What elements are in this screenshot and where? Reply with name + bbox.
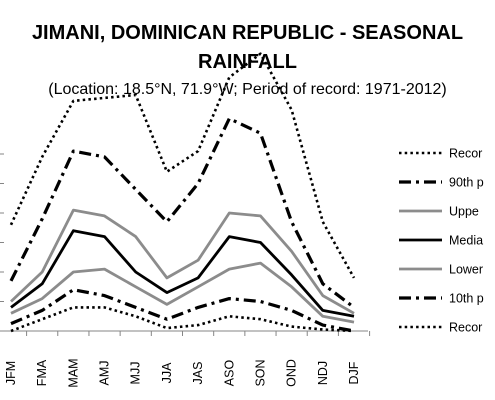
chart-subtitle: (Location: 18.5°N, 71.9°W; Period of rec… (48, 81, 447, 98)
legend-label: Lower (449, 263, 483, 277)
series-line-6 (10, 288, 355, 333)
x-tick-label: MJJ (129, 362, 143, 385)
series-line-1 (9, 52, 356, 279)
x-tick-label: OND (285, 359, 299, 387)
x-tick-label: FMA (35, 359, 49, 386)
legend-label: 90th p (449, 176, 484, 190)
chart-title-line-1: JIMANI, DOMINICAN REPUBLIC - SEASONAL (31, 22, 464, 44)
legend-label: Recor (449, 147, 482, 161)
series-line-3 (10, 208, 355, 315)
x-tick-label: JFM (4, 361, 18, 385)
x-tick-label: NDJ (316, 361, 330, 385)
x-tick-label: AMJ (98, 361, 112, 386)
series-line-7 (10, 306, 355, 333)
legend-label: Media (449, 234, 483, 248)
x-tick-label: ASO (222, 360, 236, 387)
series-line-2 (9, 116, 355, 309)
legend-label: 10th p (449, 292, 484, 306)
legend-label: Uppe (449, 205, 479, 219)
x-tick-label: DJF (347, 361, 361, 384)
legend-label: Recor (449, 321, 482, 335)
x-tick-label: SON (253, 359, 267, 386)
series-line-4 (10, 229, 355, 318)
x-tick-label: MAM (66, 358, 80, 387)
x-tick-label: JAS (191, 362, 205, 385)
chart-title-line-2: RAINFALL (198, 51, 297, 73)
x-tick-label: JJA (160, 362, 174, 384)
series-line-5 (10, 261, 355, 324)
